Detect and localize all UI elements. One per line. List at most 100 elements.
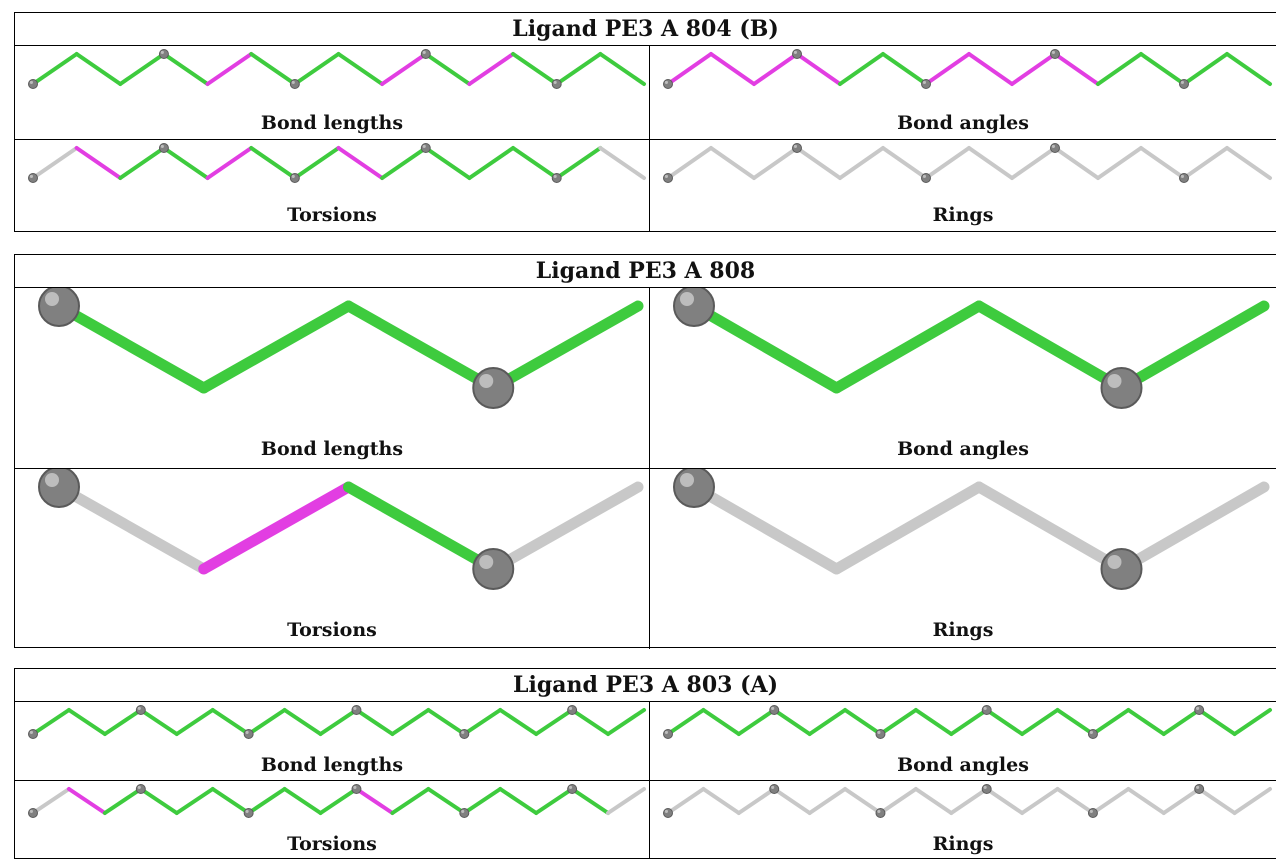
panel-row: Torsions Rings bbox=[15, 469, 1276, 649]
atom-highlight bbox=[29, 174, 33, 178]
atom-sphere bbox=[158, 49, 169, 59]
molecule-image bbox=[38, 288, 644, 409]
atom-sphere bbox=[1179, 173, 1189, 183]
atom-sphere bbox=[28, 79, 38, 89]
atom-sphere bbox=[351, 705, 362, 715]
bond bbox=[292, 146, 341, 180]
bond bbox=[467, 146, 516, 180]
atom-sphere bbox=[38, 288, 80, 327]
torsions-panel: Torsions bbox=[15, 781, 650, 859]
bond bbox=[1053, 52, 1100, 86]
bond bbox=[1232, 787, 1272, 815]
atom-sphere bbox=[243, 808, 254, 818]
molecule-image bbox=[663, 49, 1272, 89]
bond bbox=[1126, 708, 1166, 736]
bond bbox=[282, 708, 323, 736]
bond bbox=[881, 52, 928, 86]
bond bbox=[1161, 708, 1202, 736]
bond-angles-panel: Bond angles bbox=[650, 288, 1276, 468]
atom-highlight bbox=[1089, 730, 1093, 734]
atom-highlight bbox=[983, 706, 987, 710]
atom-sphere bbox=[981, 705, 992, 715]
atom-sphere bbox=[921, 173, 931, 183]
bond bbox=[1197, 787, 1237, 815]
bond bbox=[554, 146, 603, 180]
ligand-block-3: Ligand PE3 A 803 (A) Bond lengths Bond a… bbox=[14, 668, 1276, 859]
bond bbox=[1232, 708, 1272, 736]
bond bbox=[102, 708, 143, 736]
bond bbox=[924, 146, 971, 180]
atom-sphere bbox=[875, 729, 886, 739]
bond bbox=[924, 52, 971, 86]
ligand-title: Ligand PE3 A 808 bbox=[15, 255, 1276, 288]
bond bbox=[949, 787, 989, 815]
atom-highlight bbox=[1196, 706, 1200, 710]
bond bbox=[487, 300, 644, 394]
atom-sphere bbox=[1179, 79, 1189, 89]
atom-sphere bbox=[459, 808, 470, 818]
panel-caption: Torsions bbox=[287, 833, 377, 855]
bond bbox=[772, 708, 812, 736]
molecule-image bbox=[663, 143, 1272, 183]
atom-highlight bbox=[137, 785, 141, 789]
atom-highlight bbox=[461, 730, 465, 734]
atom-sphere bbox=[1050, 49, 1060, 59]
bond bbox=[336, 146, 385, 180]
atom-highlight bbox=[29, 809, 33, 813]
atom-highlight bbox=[1051, 144, 1055, 148]
atom-highlight bbox=[568, 706, 573, 710]
bond bbox=[1116, 300, 1270, 394]
bond bbox=[423, 146, 472, 180]
bond bbox=[462, 787, 503, 815]
atom-highlight bbox=[771, 706, 775, 710]
atom-sphere bbox=[769, 705, 780, 715]
atom-sphere bbox=[420, 143, 431, 153]
ligand-block-2: Ligand PE3 A 808 Bond lengths Bond angle… bbox=[14, 254, 1276, 649]
panel-caption: Rings bbox=[932, 204, 994, 226]
molecule-image bbox=[38, 469, 644, 590]
bond bbox=[838, 146, 885, 180]
panel-caption: Torsions bbox=[287, 204, 377, 226]
bond bbox=[426, 708, 467, 736]
bond bbox=[967, 52, 1014, 86]
atom-highlight bbox=[160, 144, 164, 148]
bond bbox=[752, 146, 799, 180]
bond bbox=[1053, 146, 1100, 180]
bond bbox=[843, 787, 883, 815]
bond bbox=[138, 787, 179, 815]
bond bbox=[380, 146, 428, 180]
bond bbox=[31, 708, 71, 736]
atom-highlight bbox=[568, 785, 573, 789]
atom-highlight bbox=[291, 80, 295, 84]
atom-highlight bbox=[45, 292, 59, 306]
bond bbox=[354, 787, 395, 815]
atom-sphere bbox=[243, 729, 254, 739]
atom-sphere bbox=[663, 79, 673, 89]
bond bbox=[423, 52, 472, 86]
atom-highlight bbox=[479, 374, 494, 388]
panel-caption: Bond angles bbox=[897, 112, 1029, 134]
atom-sphere bbox=[673, 288, 715, 327]
bond bbox=[1090, 708, 1131, 736]
bond-angles-panel: Bond angles bbox=[650, 702, 1276, 780]
bond bbox=[534, 708, 575, 736]
atom-highlight bbox=[1196, 785, 1200, 789]
bond bbox=[795, 52, 842, 86]
atom-highlight bbox=[664, 174, 668, 178]
bond bbox=[282, 787, 323, 815]
bond bbox=[1182, 146, 1229, 180]
atom-sphere bbox=[792, 143, 802, 153]
atom-sphere bbox=[1087, 808, 1098, 818]
bond bbox=[967, 146, 1014, 180]
bond bbox=[666, 708, 706, 736]
bond bbox=[102, 787, 143, 815]
bond bbox=[913, 787, 954, 815]
bond bbox=[1020, 708, 1060, 736]
bond bbox=[666, 787, 706, 815]
bond bbox=[1096, 52, 1143, 86]
bond bbox=[174, 708, 215, 736]
atom-sphere bbox=[1194, 705, 1205, 715]
bond bbox=[74, 146, 123, 180]
panel-row: Torsions Rings bbox=[15, 781, 1276, 859]
bond bbox=[736, 708, 777, 736]
